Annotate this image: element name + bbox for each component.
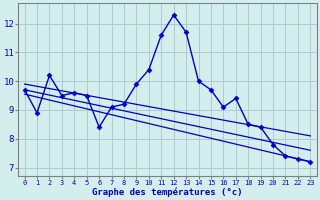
X-axis label: Graphe des températures (°c): Graphe des températures (°c) [92, 187, 243, 197]
